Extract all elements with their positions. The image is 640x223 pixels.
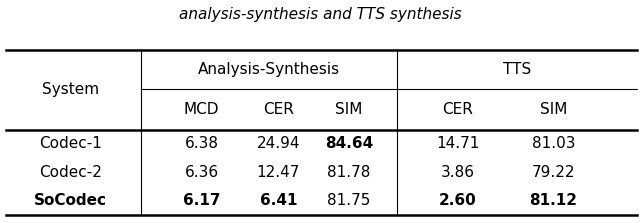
Text: Codec-2: Codec-2 xyxy=(39,165,102,180)
Text: Analysis-Synthesis: Analysis-Synthesis xyxy=(198,62,340,77)
Text: System: System xyxy=(42,83,99,97)
Text: 6.41: 6.41 xyxy=(260,193,297,208)
Text: 6.17: 6.17 xyxy=(183,193,220,208)
Text: 81.78: 81.78 xyxy=(327,165,371,180)
Text: SoCodec: SoCodec xyxy=(34,193,107,208)
Text: analysis-synthesis and TTS synthesis: analysis-synthesis and TTS synthesis xyxy=(179,7,461,22)
Text: 24.94: 24.94 xyxy=(257,136,300,151)
Text: CER: CER xyxy=(442,102,473,117)
Text: SIM: SIM xyxy=(540,102,567,117)
Text: 84.64: 84.64 xyxy=(324,136,373,151)
Text: SIM: SIM xyxy=(335,102,362,117)
Text: MCD: MCD xyxy=(184,102,220,117)
Text: 81.75: 81.75 xyxy=(327,193,371,208)
Text: Codec-1: Codec-1 xyxy=(39,136,102,151)
Text: 79.22: 79.22 xyxy=(532,165,575,180)
Text: 3.86: 3.86 xyxy=(440,165,475,180)
Text: 81.03: 81.03 xyxy=(532,136,575,151)
Text: 12.47: 12.47 xyxy=(257,165,300,180)
Text: 6.38: 6.38 xyxy=(184,136,219,151)
Text: 81.12: 81.12 xyxy=(530,193,578,208)
Text: TTS: TTS xyxy=(502,62,531,77)
Text: 14.71: 14.71 xyxy=(436,136,479,151)
Text: 6.36: 6.36 xyxy=(184,165,219,180)
Text: 2.60: 2.60 xyxy=(439,193,476,208)
Text: CER: CER xyxy=(263,102,294,117)
